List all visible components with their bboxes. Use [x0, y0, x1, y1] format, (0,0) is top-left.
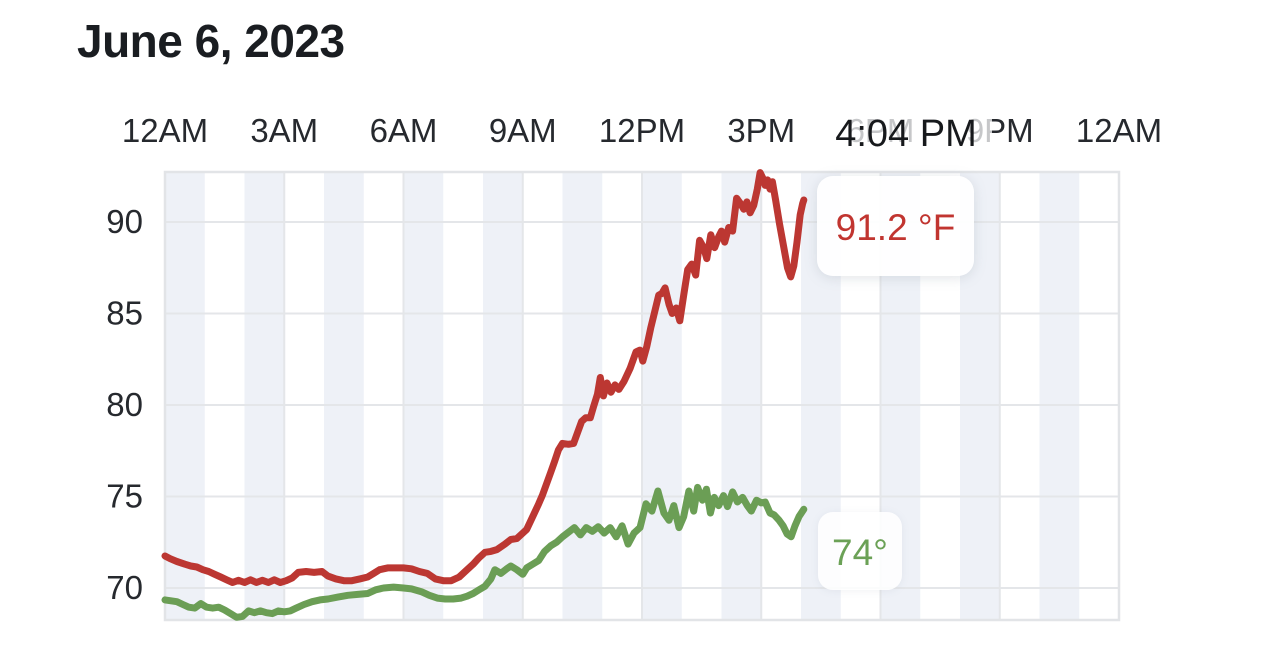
x-axis-label: 12AM — [1076, 112, 1162, 149]
x-axis-label: 3AM — [250, 112, 318, 149]
temperature-line — [161, 169, 808, 586]
x-axis-label: 12AM — [122, 112, 208, 149]
y-axis-label: 85 — [106, 295, 143, 332]
tooltip-temperature-value: 91.2 °F — [835, 207, 956, 248]
x-axis-label: 3PM — [727, 112, 795, 149]
tooltip-temperature-card — [817, 176, 974, 276]
y-axis-label: 80 — [106, 386, 143, 423]
y-axis-label: 70 — [106, 569, 143, 606]
x-axis-label: 9AM — [489, 112, 557, 149]
hour-band — [403, 172, 444, 620]
x-axis-label: 6AM — [370, 112, 438, 149]
y-axis-label: 90 — [106, 203, 143, 240]
tooltip-secondary-card — [818, 512, 902, 590]
tooltip-secondary-value: 74° — [832, 532, 888, 573]
tooltip-time-backdrop — [810, 101, 992, 167]
page-title: June 6, 2023 — [77, 15, 345, 67]
x-axis-label: 12PM — [599, 112, 685, 149]
hour-band — [165, 172, 205, 620]
plot-border — [163, 170, 1121, 622]
tooltip-time-label: 4:04 PM — [835, 113, 977, 155]
hour-band — [642, 172, 682, 620]
y-axis-label: 75 — [106, 478, 143, 515]
hour-band — [1039, 172, 1080, 620]
secondary-line — [161, 483, 808, 621]
hour-band — [721, 172, 762, 620]
hour-band — [324, 172, 364, 620]
hour-band — [244, 172, 285, 620]
